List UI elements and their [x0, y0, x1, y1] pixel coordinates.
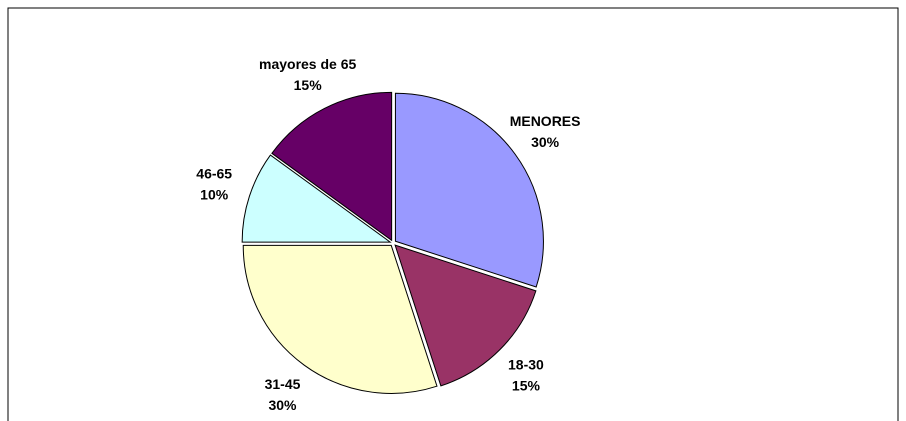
slice-category: mayores de 65 — [259, 56, 356, 72]
slice-category: 31-45 — [265, 376, 301, 392]
chart-frame — [7, 7, 899, 421]
pie-slice — [394, 92, 544, 288]
pie-slice — [241, 154, 392, 243]
slice-value-label: 15% — [512, 378, 541, 394]
pie-slice — [394, 244, 537, 387]
pie-slice — [271, 91, 393, 242]
slice-value-label: 10% — [200, 187, 229, 203]
slice-value-label: 30% — [268, 397, 297, 413]
slice-value-label: 15% — [294, 77, 323, 93]
slice-value-label: 30% — [531, 134, 560, 150]
pie-slice — [242, 244, 438, 394]
slice-category: MENORES — [510, 113, 581, 129]
slice-category: 18-30 — [508, 357, 544, 373]
slice-category: 46-65 — [196, 166, 232, 182]
